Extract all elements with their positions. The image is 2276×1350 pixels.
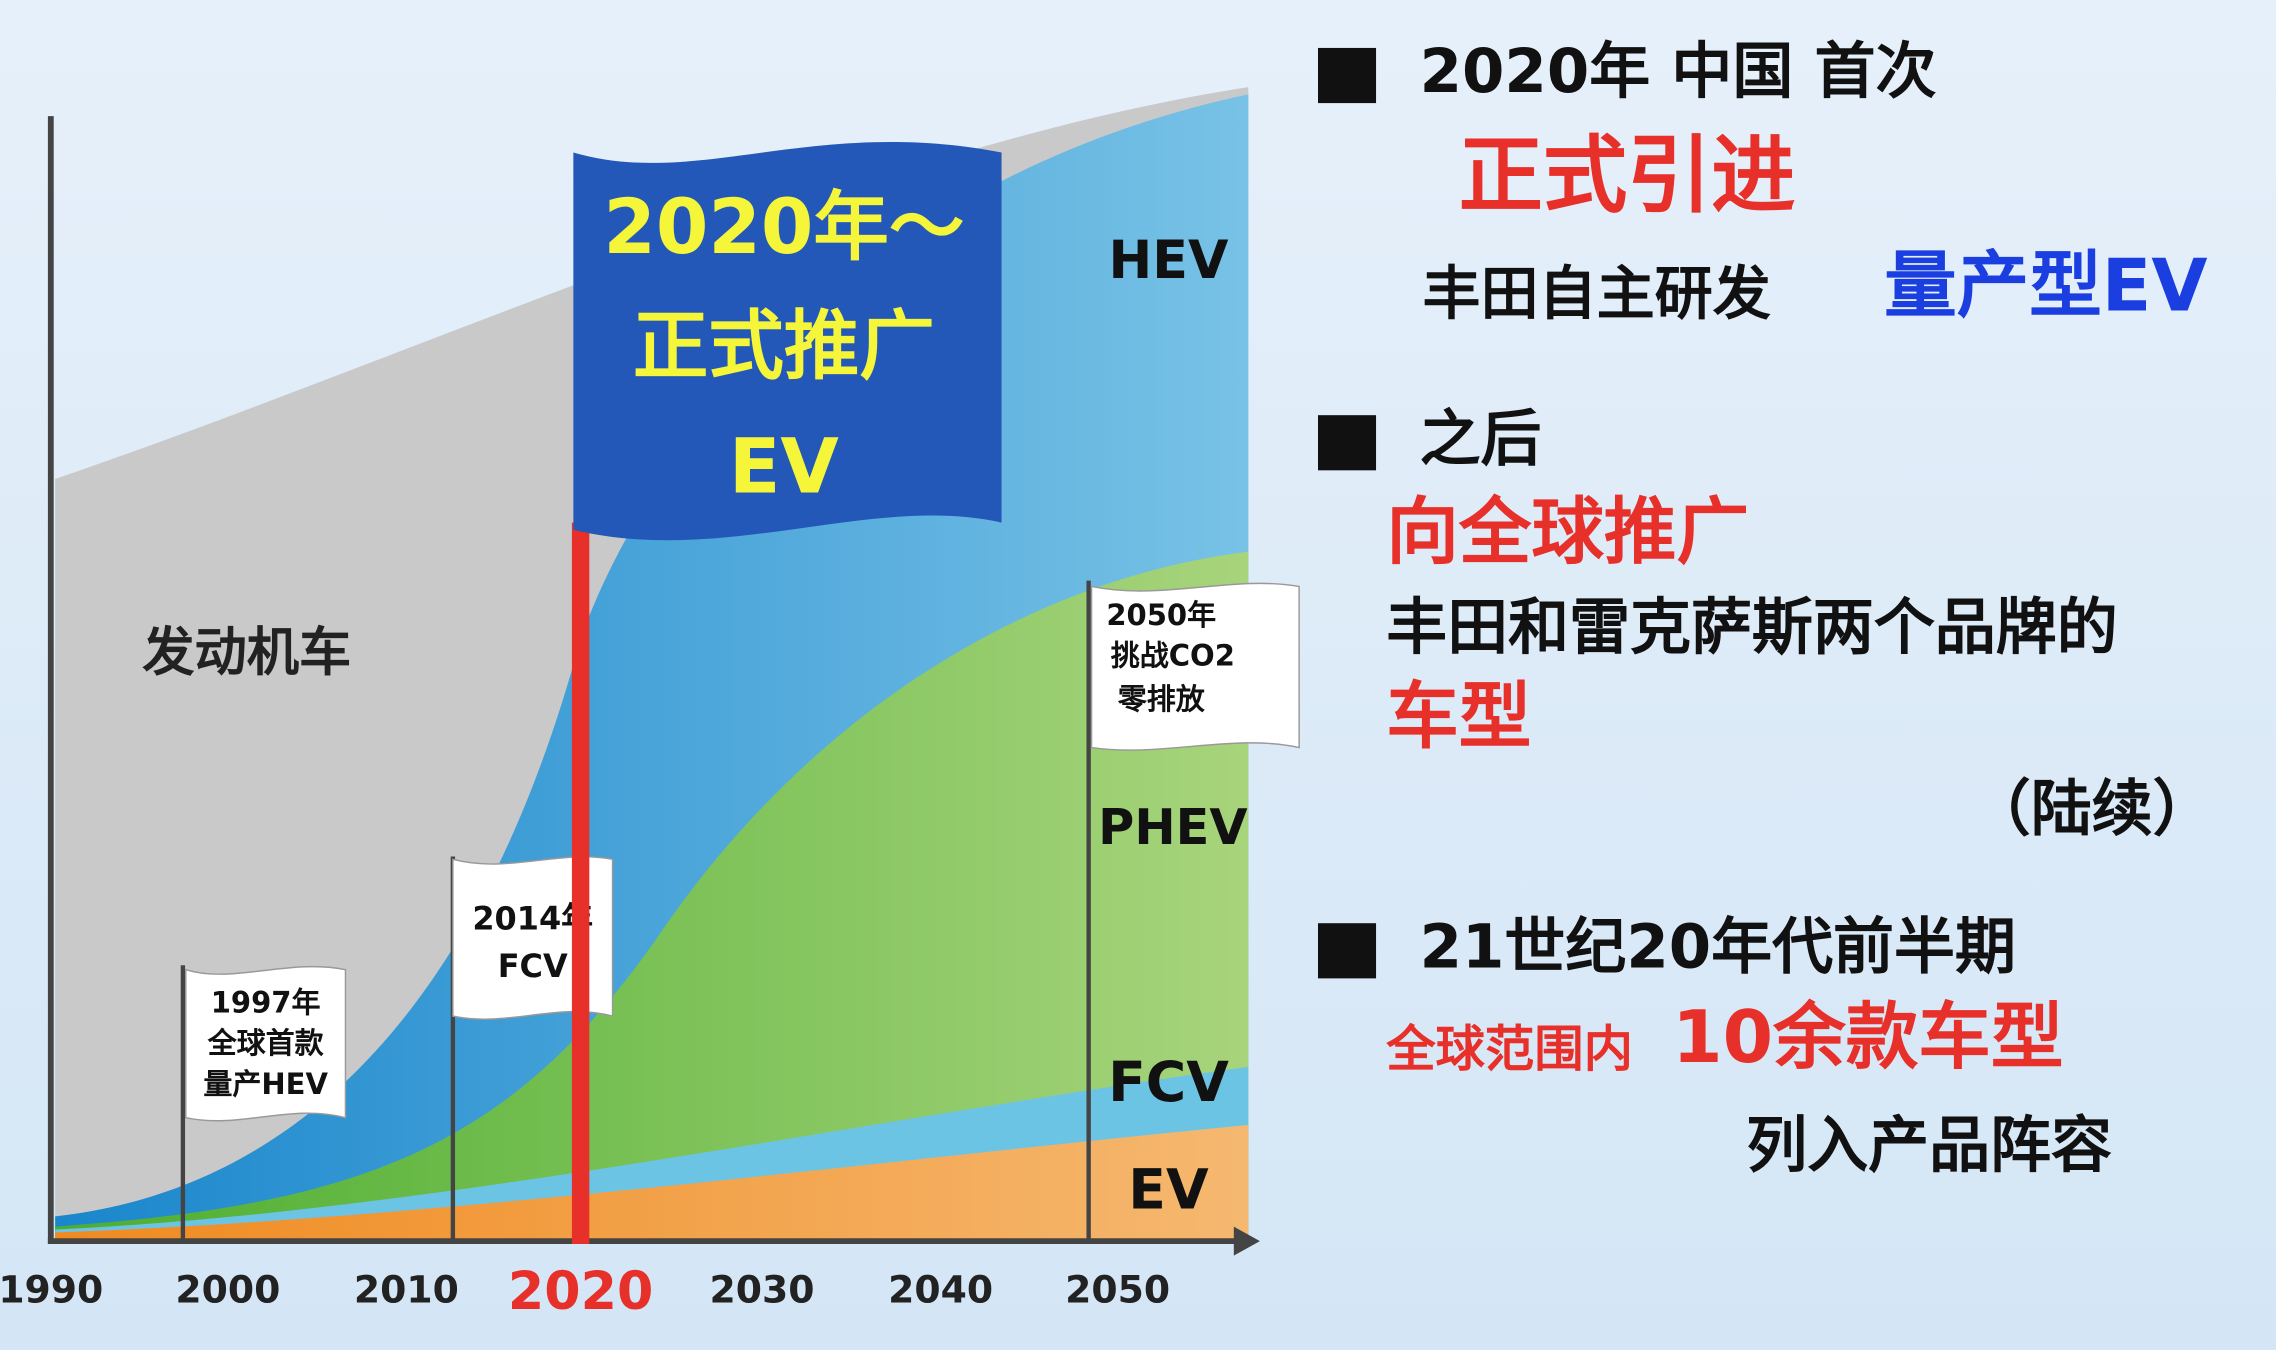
- heading: 2020年 中国 首次: [1420, 36, 1937, 107]
- heading: 21世纪20年代前半期: [1420, 911, 2016, 982]
- flag-text: 挑战CO2: [1111, 639, 1235, 673]
- flag-text: 2050年: [1106, 598, 1216, 632]
- highlight: 正式引进: [1459, 126, 1796, 224]
- main-flag-text: 2020年～: [603, 183, 964, 271]
- highlight: 10余款车型: [1672, 996, 2063, 1080]
- flag: [185, 965, 347, 1122]
- phev-area: [55, 551, 1249, 1242]
- text: 丰田和雷克萨斯两个品牌的: [1386, 592, 2117, 663]
- area-label: PHEV: [1098, 798, 1247, 856]
- text: 列入产品阵容: [1746, 1110, 2112, 1181]
- main-flag-text: EV: [729, 422, 840, 510]
- ev-area: [55, 1124, 1249, 1242]
- x-label: 1990: [0, 1267, 103, 1311]
- flag-text: 量产HEV: [203, 1067, 328, 1101]
- area-label: EV: [1128, 1158, 1209, 1222]
- area-label: FCV: [1108, 1051, 1229, 1115]
- flag-text: FCV: [498, 947, 568, 985]
- x-label: 2000: [175, 1267, 280, 1311]
- main-flag: [573, 141, 1002, 541]
- prefix: 全球范围内: [1385, 1020, 1633, 1078]
- x-label: 2010: [354, 1267, 459, 1311]
- axis-arrow: [1233, 1226, 1260, 1256]
- area-label: HEV: [1109, 231, 1229, 291]
- main-flag-text: 正式推广: [633, 302, 935, 390]
- emphasis: 量产型EV: [1884, 244, 2207, 328]
- x-label: 2050: [1065, 1267, 1170, 1311]
- emphasis: 车型: [1386, 675, 1531, 759]
- x-label: 2030: [710, 1267, 815, 1311]
- flag: [1090, 582, 1300, 751]
- area-label: 发动机车: [142, 623, 351, 683]
- flag-text: 1997年: [211, 985, 321, 1019]
- text: 丰田自主研发: [1423, 260, 1771, 328]
- bullet: [1317, 923, 1377, 979]
- bullet: [1317, 415, 1377, 471]
- heading: 之后: [1420, 403, 1542, 474]
- flag-text: 零排放: [1118, 682, 1206, 716]
- x-label: 2020: [508, 1262, 653, 1322]
- x-label: 2040: [888, 1267, 993, 1311]
- highlight: 向全球推广: [1386, 491, 1749, 575]
- note: （陆续）: [1970, 773, 2214, 844]
- flag-text: 全球首款: [207, 1026, 325, 1060]
- bullet: [1317, 47, 1377, 104]
